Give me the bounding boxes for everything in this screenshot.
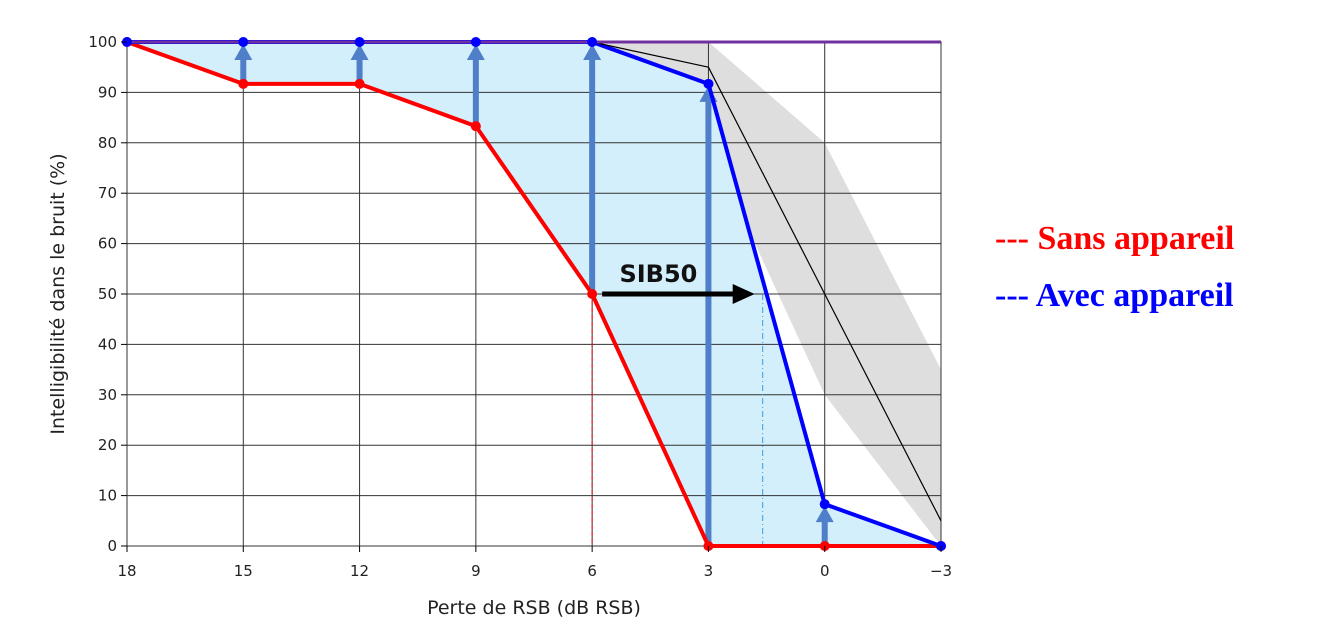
improvement-arrowhead <box>234 44 253 60</box>
data-point <box>238 78 249 89</box>
data-point <box>587 37 598 47</box>
sib50-arrowhead <box>732 284 755 304</box>
x-tick-label: 3 <box>704 562 714 580</box>
benefit-area <box>127 42 941 546</box>
data-point <box>703 78 714 89</box>
x-axis-title: Perte de RSB (dB RSB) <box>427 597 641 619</box>
data-point <box>587 289 598 299</box>
legend-entry-avec-appareil: --- Avec appareil <box>995 277 1234 314</box>
y-tick-label: 40 <box>98 335 117 353</box>
x-tick-label: 18 <box>117 562 136 580</box>
annotation-layer: SIB50 <box>602 260 755 304</box>
series-layer <box>122 37 946 551</box>
x-tick-label: 6 <box>587 562 597 580</box>
y-tick-label: 80 <box>98 134 117 152</box>
improvement-arrowhead <box>815 506 834 523</box>
data-point <box>819 499 830 510</box>
y-tick-label: 0 <box>107 537 117 555</box>
x-tick-label: 0 <box>820 562 830 580</box>
legend-entry-sans-appareil: --- Sans appareil <box>995 220 1235 257</box>
improvement-arrowhead <box>466 44 485 60</box>
y-tick-label: 30 <box>98 386 117 404</box>
data-point <box>470 121 481 132</box>
y-axis-title: Intelligibilité dans le bruit (%) <box>47 153 69 434</box>
x-tick-label: 15 <box>234 562 253 580</box>
y-tick-label: 60 <box>98 235 117 253</box>
dropline-layer <box>591 294 764 546</box>
series-line <box>126 40 941 548</box>
y-tick-label: 70 <box>98 184 117 202</box>
data-point <box>470 37 481 47</box>
y-tick-label: 100 <box>88 33 117 51</box>
x-tick-label: 12 <box>350 562 369 580</box>
y-tick-label: 90 <box>98 83 117 101</box>
data-point <box>238 37 249 47</box>
data-point <box>354 37 365 47</box>
y-tick-label: 50 <box>98 285 117 303</box>
sib50-label: SIB50 <box>619 260 697 288</box>
improvement-arrowhead <box>583 44 602 60</box>
improvement-arrowhead <box>350 44 369 60</box>
y-tick-label: 20 <box>98 436 117 454</box>
x-tick-label: 9 <box>471 562 481 580</box>
improvement-arrow-layer <box>234 44 834 546</box>
benefit-fill-layer <box>127 42 941 546</box>
y-tick-label: 10 <box>98 487 117 505</box>
x-tick-label: −3 <box>930 562 952 580</box>
reference-band-layer <box>592 42 941 546</box>
reference-band <box>592 42 941 546</box>
data-point <box>354 78 365 89</box>
